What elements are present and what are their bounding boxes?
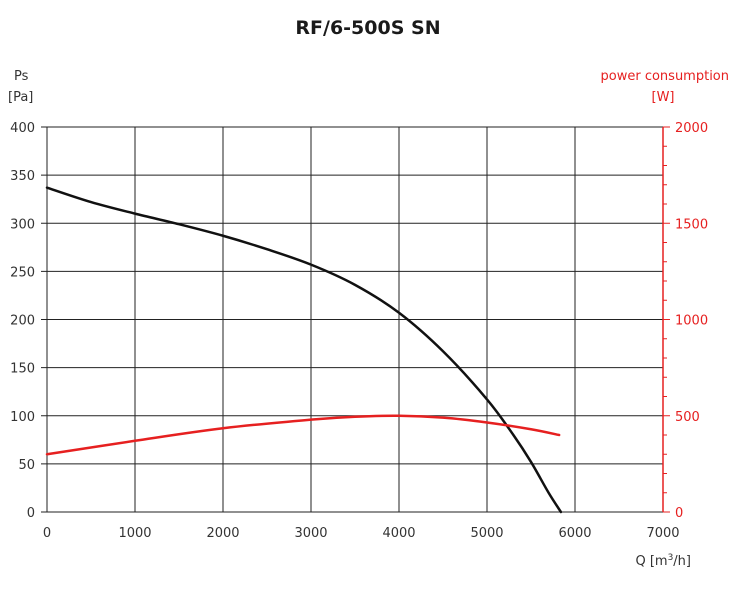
x-tick-label: 6000 (558, 526, 591, 541)
x-axis-label-sup: 3 (668, 553, 674, 563)
y-tick-label: 200 (10, 314, 35, 329)
tick-labels: 0 1000 2000 3000 4000 5000 6000 700005010015020… (10, 121, 708, 541)
x-axis-label-prefix: Q [m (635, 554, 667, 569)
x-tick-label: 4000 (382, 526, 415, 541)
y2-tick-label: 0 (675, 506, 683, 521)
y-tick-label: 400 (10, 121, 35, 136)
static-pressure-line (45, 186, 563, 514)
y-tick-label: 150 (10, 362, 35, 377)
x-axis-label-suffix: /h] (673, 554, 691, 569)
y2-tick-label: 2000 (675, 121, 708, 136)
y-tick-label: 50 (18, 458, 35, 473)
grid (41, 126, 670, 513)
x-tick-label: 1000 (118, 526, 151, 541)
y2-tick-label: 1000 (675, 314, 708, 329)
x-tick-label: 7000 (646, 526, 679, 541)
y-tick-label: 0 (27, 506, 35, 521)
y2-tick-label: 500 (675, 410, 700, 425)
y-tick-label: 300 (10, 217, 35, 232)
y-axis-label-name: Ps (14, 69, 29, 84)
y-tick-label: 250 (10, 265, 35, 280)
y-axis-label-unit: [Pa] (8, 90, 33, 105)
chart-title: RF/6-500S SN (295, 17, 440, 39)
series (45, 186, 563, 514)
y2-axis-label-unit: [W] (652, 90, 675, 105)
y-tick-label: 350 (10, 169, 35, 184)
x-tick-label: 0 (43, 526, 51, 541)
x-tick-label: 5000 (470, 526, 503, 541)
x-axis-label: Q [m3/h] (635, 553, 691, 569)
x-tick-label: 3000 (294, 526, 327, 541)
y2-axis-label-name: power consumption (601, 69, 729, 84)
power-consumption-line (45, 414, 561, 456)
y2-tick-label: 1500 (675, 217, 708, 232)
y-tick-label: 100 (10, 410, 35, 425)
x-tick-label: 2000 (206, 526, 239, 541)
